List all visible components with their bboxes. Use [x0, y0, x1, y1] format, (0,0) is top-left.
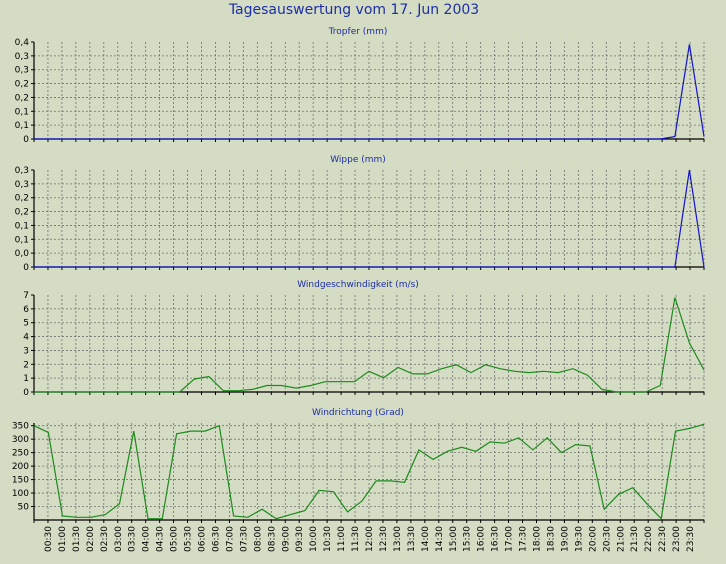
x-tick-label: 17:00 [505, 526, 515, 552]
x-tick-label: 07:30 [239, 526, 249, 552]
panel-2-ytick-label: 6 [23, 305, 29, 315]
panel-windgeschwindigkeit-title: Windgeschwindigkeit (m/s) [297, 280, 419, 290]
x-tick-label: 22:30 [658, 526, 668, 552]
x-tick-label: 03:30 [128, 526, 138, 552]
panel-3-ytick-label: 250 [12, 449, 29, 459]
panel-1-ytick-label: 0,0 [15, 249, 30, 259]
x-tick-label: 14:30 [435, 526, 445, 552]
x-tick-label: 06:00 [198, 526, 208, 552]
panel-2-ytick-label: 2 [23, 360, 29, 370]
x-tick-label: 08:30 [267, 526, 277, 552]
x-tick-label: 14:00 [421, 526, 431, 552]
x-tick-label: 10:30 [323, 526, 333, 552]
x-tick-label: 23:00 [672, 526, 682, 552]
panel-tropfer-title: Tropfer (mm) [328, 27, 388, 37]
x-tick-label: 16:30 [491, 526, 501, 552]
x-tick-label: 15:30 [463, 526, 473, 552]
panel-2-ytick-label: 7 [23, 291, 29, 301]
panel-windgeschwindigkeit: Windgeschwindigkeit (m/s) 0 1 2 3 4 5 6 7 [23, 280, 705, 398]
x-tick-label: 04:00 [142, 526, 152, 552]
panel-3-ytick-label: 300 [12, 435, 29, 445]
panel-0-ytick-label: 0,3 [15, 52, 29, 62]
panel-3-ytick-label: 200 [12, 462, 29, 472]
panel-1-ytick-label: 0 [23, 263, 29, 273]
x-tick-label: 15:00 [449, 526, 459, 552]
panel-0-ytick-label: 0 [23, 135, 29, 145]
x-tick-label: 04:30 [156, 526, 166, 552]
x-tick-label: 18:30 [547, 526, 557, 552]
x-tick-label: 01:00 [58, 526, 68, 552]
x-tick-label: 22:00 [644, 526, 654, 552]
panel-3-ytick-label: 50 [18, 503, 30, 513]
x-tick-label: 09:00 [281, 526, 291, 552]
x-tick-label: 11:00 [337, 526, 347, 552]
panel-2-ytick-label: 0 [23, 388, 29, 398]
panel-tropfer-plot: 0 0,1 0,1 0,2 0,2 0,3 0,3 0,4 [15, 38, 705, 145]
panel-windgeschwindigkeit-plot: 0 1 2 3 4 5 6 7 [23, 291, 705, 398]
x-tick-label: 23:30 [686, 526, 696, 552]
panel-wippe: Wippe (mm) 0 0,0 0,1 0,1 0,2 0,2 0,3 0,3 [15, 155, 705, 273]
panel-windrichtung-plot: 50 100 150 200 250 300 350 [12, 422, 705, 523]
x-tick-label: 02:00 [86, 526, 96, 552]
panel-0-ytick-label: 0,3 [15, 66, 29, 76]
panel-1-ytick-label: 0,2 [15, 194, 29, 204]
panel-wippe-title: Wippe (mm) [330, 155, 386, 165]
x-tick-label: 05:30 [184, 526, 194, 552]
panel-wippe-plot: 0 0,0 0,1 0,1 0,2 0,2 0,3 0,3 [15, 166, 705, 273]
x-tick-label: 18:00 [533, 526, 543, 552]
panel-0-ytick-label: 0,2 [15, 80, 29, 90]
x-tick-label: 11:30 [351, 526, 361, 552]
x-tick-label: 19:30 [574, 526, 584, 552]
x-tick-label: 21:00 [616, 526, 626, 552]
panel-0-ytick-label: 0,1 [15, 107, 29, 117]
x-tick-label: 03:00 [114, 526, 124, 552]
panel-2-ytick-label: 4 [23, 333, 29, 343]
x-tick-label: 07:00 [225, 526, 235, 552]
panel-3-ytick-label: 350 [12, 422, 29, 432]
x-tick-label: 20:30 [602, 526, 612, 552]
panel-1-ytick-label: 0,2 [15, 208, 29, 218]
x-tick-label: 06:30 [212, 526, 222, 552]
panel-windrichtung-title: Windrichtung (Grad) [312, 408, 404, 418]
panel-1-ytick-label: 0,1 [15, 221, 29, 231]
panel-0-ytick-label: 0,1 [15, 121, 29, 131]
x-tick-label: 05:00 [170, 526, 180, 552]
panel-0-ytick-label: 0,2 [15, 93, 29, 103]
panel-0-ytick-label: 0,4 [15, 38, 30, 48]
x-tick-label: 13:00 [393, 526, 403, 552]
x-tick-label: 17:30 [519, 526, 529, 552]
panel-tropfer: Tropfer (mm) 0 0,1 0,1 0,2 0,2 0,3 0,3 0,4 [15, 27, 705, 145]
x-tick-label: 16:00 [477, 526, 487, 552]
panel-3-ytick-label: 150 [12, 476, 29, 486]
x-tick-label: 02:30 [100, 526, 110, 552]
x-tick-label: 10:00 [309, 526, 319, 552]
panel-2-ytick-label: 1 [23, 374, 29, 384]
panel-2-ytick-label: 5 [23, 319, 29, 329]
x-tick-label: 12:30 [379, 526, 389, 552]
x-tick-label: 21:30 [630, 526, 640, 552]
x-tick-label: 13:30 [407, 526, 417, 552]
x-tick-label: 08:00 [253, 526, 263, 552]
panel-windrichtung: Windrichtung (Grad) 50 100 150 200 250 300 350 [12, 408, 705, 523]
main-title: Tagesauswertung vom 17. Jun 2003 [228, 2, 479, 18]
x-tick-label: 20:00 [588, 526, 598, 552]
x-tick-label: 01:30 [72, 526, 82, 552]
x-tick-label: 12:00 [365, 526, 375, 552]
panel-1-ytick-label: 0,3 [15, 166, 29, 176]
panel-3-series-line [33, 423, 705, 520]
panel-3-ytick-label: 100 [12, 489, 29, 499]
panel-1-ytick-label: 0,1 [15, 235, 29, 245]
panel-1-ytick-label: 0,3 [15, 180, 29, 190]
panel-2-ytick-label: 3 [23, 346, 29, 356]
x-axis-labels: 00:30 01:00 01:30 02:00 02:30 03:00 03:30 04:00… [44, 526, 696, 552]
x-tick-label: 19:00 [560, 526, 570, 552]
x-tick-label: 00:30 [44, 526, 54, 552]
x-tick-label: 09:30 [295, 526, 305, 552]
